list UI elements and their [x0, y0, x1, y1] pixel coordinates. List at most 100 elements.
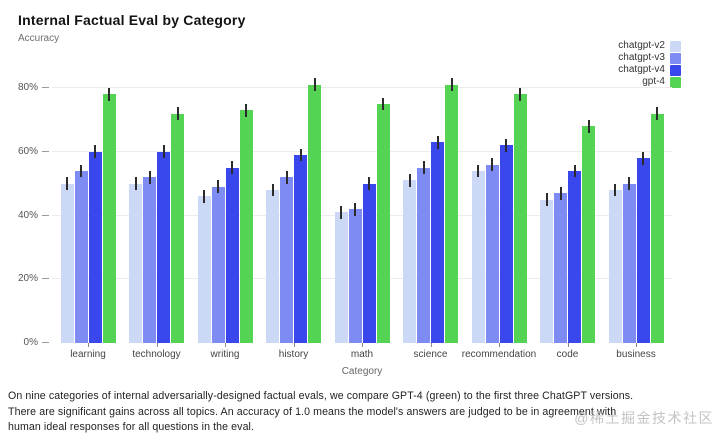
- x-tick-label: science: [413, 349, 448, 360]
- error-bar: [176, 107, 179, 120]
- error-bar: [231, 161, 233, 175]
- bar-gpt-4: [102, 94, 116, 343]
- bar-gpt-4: [171, 113, 184, 343]
- x-axis-title: Category: [341, 366, 383, 377]
- caption-line: human ideal responses for all questions …: [8, 421, 255, 433]
- bar-gpt-4: [376, 103, 390, 343]
- x-tick-mark: [567, 343, 569, 347]
- bar-chatgpt-v2: [334, 212, 348, 343]
- gridline: [52, 214, 672, 216]
- bar-chatgpt-v2: [197, 196, 211, 343]
- legend-swatch-chatgpt-v4: [670, 64, 681, 76]
- legend-item-chatgpt-v3: chatgpt-v3: [618, 52, 681, 64]
- bar-chatgpt-v4: [431, 142, 444, 343]
- error-bar: [162, 145, 165, 159]
- x-tick-mark: [156, 343, 158, 347]
- y-tick-label: 0%: [23, 337, 38, 348]
- x-tick-label: recommendation: [461, 349, 537, 360]
- plot-area: 0% 20% 40% 60% 80% learning technology writing h…: [0, 78, 720, 360]
- legend-swatch-gpt-4: [670, 76, 681, 88]
- x-tick-mark: [499, 343, 500, 347]
- bar-chatgpt-v3: [348, 209, 362, 343]
- y-axis-title: Accuracy: [18, 33, 60, 44]
- error-bar: [519, 88, 521, 101]
- error-bar: [450, 78, 453, 92]
- x-tick-label: code: [556, 349, 579, 360]
- caption-line: On nine categories of internal adversari…: [8, 390, 634, 402]
- caption-line: There are significant gains across all t…: [8, 405, 617, 418]
- bar-chatgpt-v2: [608, 190, 622, 343]
- error-bar: [422, 161, 425, 175]
- x-tick-label: writing: [210, 349, 240, 360]
- bar-chatgpt-v2: [403, 180, 416, 343]
- x-tick-label: business: [616, 349, 656, 360]
- error-bar: [505, 139, 507, 152]
- error-bar: [491, 158, 493, 171]
- y-tick-label: 60%: [17, 145, 38, 157]
- error-bar: [559, 186, 562, 200]
- error-bar: [354, 202, 356, 216]
- legend-item-chatgpt-v4: chatgpt-v4: [618, 64, 681, 76]
- legend-label: chatgpt-v3: [618, 52, 665, 63]
- error-bar: [203, 190, 205, 203]
- y-tick-mark: [42, 214, 49, 216]
- legend-item-chatgpt-v2: chatgpt-v2: [618, 40, 681, 52]
- error-bar: [368, 177, 370, 190]
- bar-chatgpt-v4: [225, 167, 239, 343]
- legend-label: chatgpt-v2: [618, 40, 665, 51]
- x-tick-mark: [88, 343, 89, 347]
- legend-item-gpt-4: gpt-4: [618, 76, 681, 88]
- error-bar: [642, 151, 644, 165]
- error-bar: [271, 183, 274, 197]
- bar-chatgpt-v4: [568, 170, 581, 343]
- y-tick-label: 20%: [17, 273, 38, 285]
- bar-gpt-4: [445, 84, 458, 343]
- error-bar: [217, 180, 219, 194]
- gridline: [52, 87, 672, 88]
- bar-chatgpt-v4: [294, 154, 307, 343]
- bar-gpt-4: [650, 113, 664, 343]
- error-bar: [436, 135, 439, 149]
- error-bar: [545, 193, 548, 206]
- bar-chatgpt-v2: [266, 190, 279, 343]
- bar-chatgpt-v2: [60, 183, 74, 343]
- error-bar: [108, 88, 110, 101]
- bar-chatgpt-v4: [499, 145, 513, 343]
- legend: chatgpt-v2 chatgpt-v3 chatgpt-v4 gpt-4: [618, 40, 681, 88]
- bar-chatgpt-v3: [74, 170, 88, 343]
- bar-chatgpt-v3: [622, 183, 636, 343]
- bar-chatgpt-v3: [280, 177, 293, 343]
- x-tick-label: math: [350, 349, 374, 360]
- bar-chatgpt-v3: [485, 164, 499, 343]
- bar-chatgpt-v4: [157, 151, 170, 343]
- bar-chatgpt-v2: [129, 183, 142, 343]
- error-bar: [614, 183, 616, 197]
- legend-swatch-chatgpt-v2: [670, 40, 681, 52]
- bar-gpt-4: [239, 110, 253, 343]
- caption: On nine categories of internal adversari…: [8, 389, 633, 436]
- bar-chatgpt-v4: [636, 158, 650, 343]
- bar-chatgpt-v3: [143, 177, 156, 343]
- x-tick-mark: [636, 343, 637, 347]
- x-tick-mark: [225, 343, 226, 347]
- bar-chatgpt-v2: [540, 199, 553, 343]
- y-tick-mark: [42, 342, 49, 343]
- error-bar: [285, 170, 288, 184]
- error-bar: [382, 97, 384, 111]
- y-tick-mark: [42, 278, 49, 280]
- legend-label: gpt-4: [642, 76, 665, 87]
- bar-chatgpt-v4: [88, 151, 102, 343]
- error-bar: [587, 119, 590, 133]
- error-bar: [94, 145, 96, 159]
- legend-label: chatgpt-v4: [618, 64, 665, 75]
- page-title: Internal Factual Eval by Category: [18, 12, 246, 28]
- error-bar: [313, 78, 316, 92]
- bar-chatgpt-v3: [417, 167, 430, 343]
- error-bar: [408, 174, 411, 187]
- y-tick-label: 80%: [17, 82, 38, 93]
- bar-chatgpt-v3: [211, 186, 225, 343]
- x-tick-label: history: [278, 349, 309, 360]
- x-tick-mark: [293, 343, 295, 347]
- error-bar: [340, 205, 342, 219]
- x-tick-mark: [362, 343, 363, 347]
